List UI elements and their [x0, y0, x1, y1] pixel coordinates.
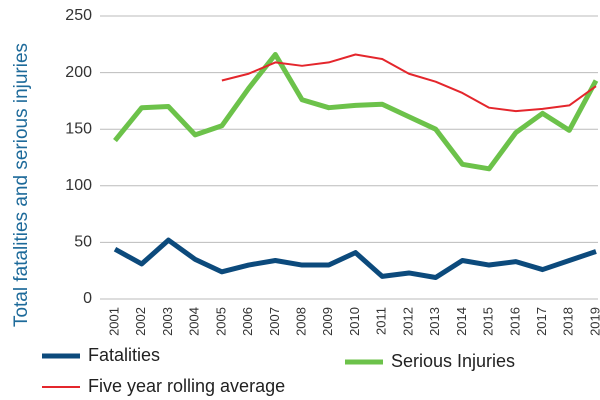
x-tick-label: 2002	[133, 307, 148, 336]
x-tick-label: 2009	[320, 307, 335, 336]
x-tick-label: 2008	[293, 307, 308, 336]
x-tick-label: 2006	[240, 307, 255, 336]
legend-label: Five year rolling average	[88, 376, 285, 396]
x-tick-label: 2013	[427, 307, 442, 336]
x-tick-label: 2001	[106, 307, 121, 336]
series-line	[221, 53, 597, 113]
y-tick-label: 250	[65, 7, 92, 24]
x-tick-label: 2015	[481, 307, 496, 336]
legend-label: Serious Injuries	[391, 351, 515, 371]
y-tick-label: 200	[65, 64, 92, 81]
x-tick-label: 2007	[267, 307, 282, 336]
x-tick-label: 2019	[587, 307, 600, 336]
x-tick-label: 2014	[454, 307, 469, 336]
x-tick-label: 2005	[213, 307, 228, 336]
y-tick-label: 150	[65, 120, 92, 137]
series-line	[113, 51, 599, 172]
x-tick-label: 2010	[347, 307, 362, 336]
x-tick-label: 2011	[374, 307, 389, 335]
y-tick-label: 0	[83, 290, 92, 307]
legend-label: Fatalities	[88, 345, 160, 365]
x-tick-label: 2018	[561, 307, 576, 336]
series-line	[113, 237, 597, 280]
x-tick-label: 2012	[400, 307, 415, 336]
x-tick-label: 2016	[507, 307, 522, 336]
x-tick-label: 2003	[160, 307, 175, 336]
y-tick-label: 50	[74, 234, 92, 251]
x-tick-label: 2017	[534, 307, 549, 336]
x-tick-label: 2004	[187, 307, 202, 336]
y-axis-label: Total fatalities and serious injuries	[11, 43, 32, 327]
y-tick-label: 100	[65, 177, 92, 194]
